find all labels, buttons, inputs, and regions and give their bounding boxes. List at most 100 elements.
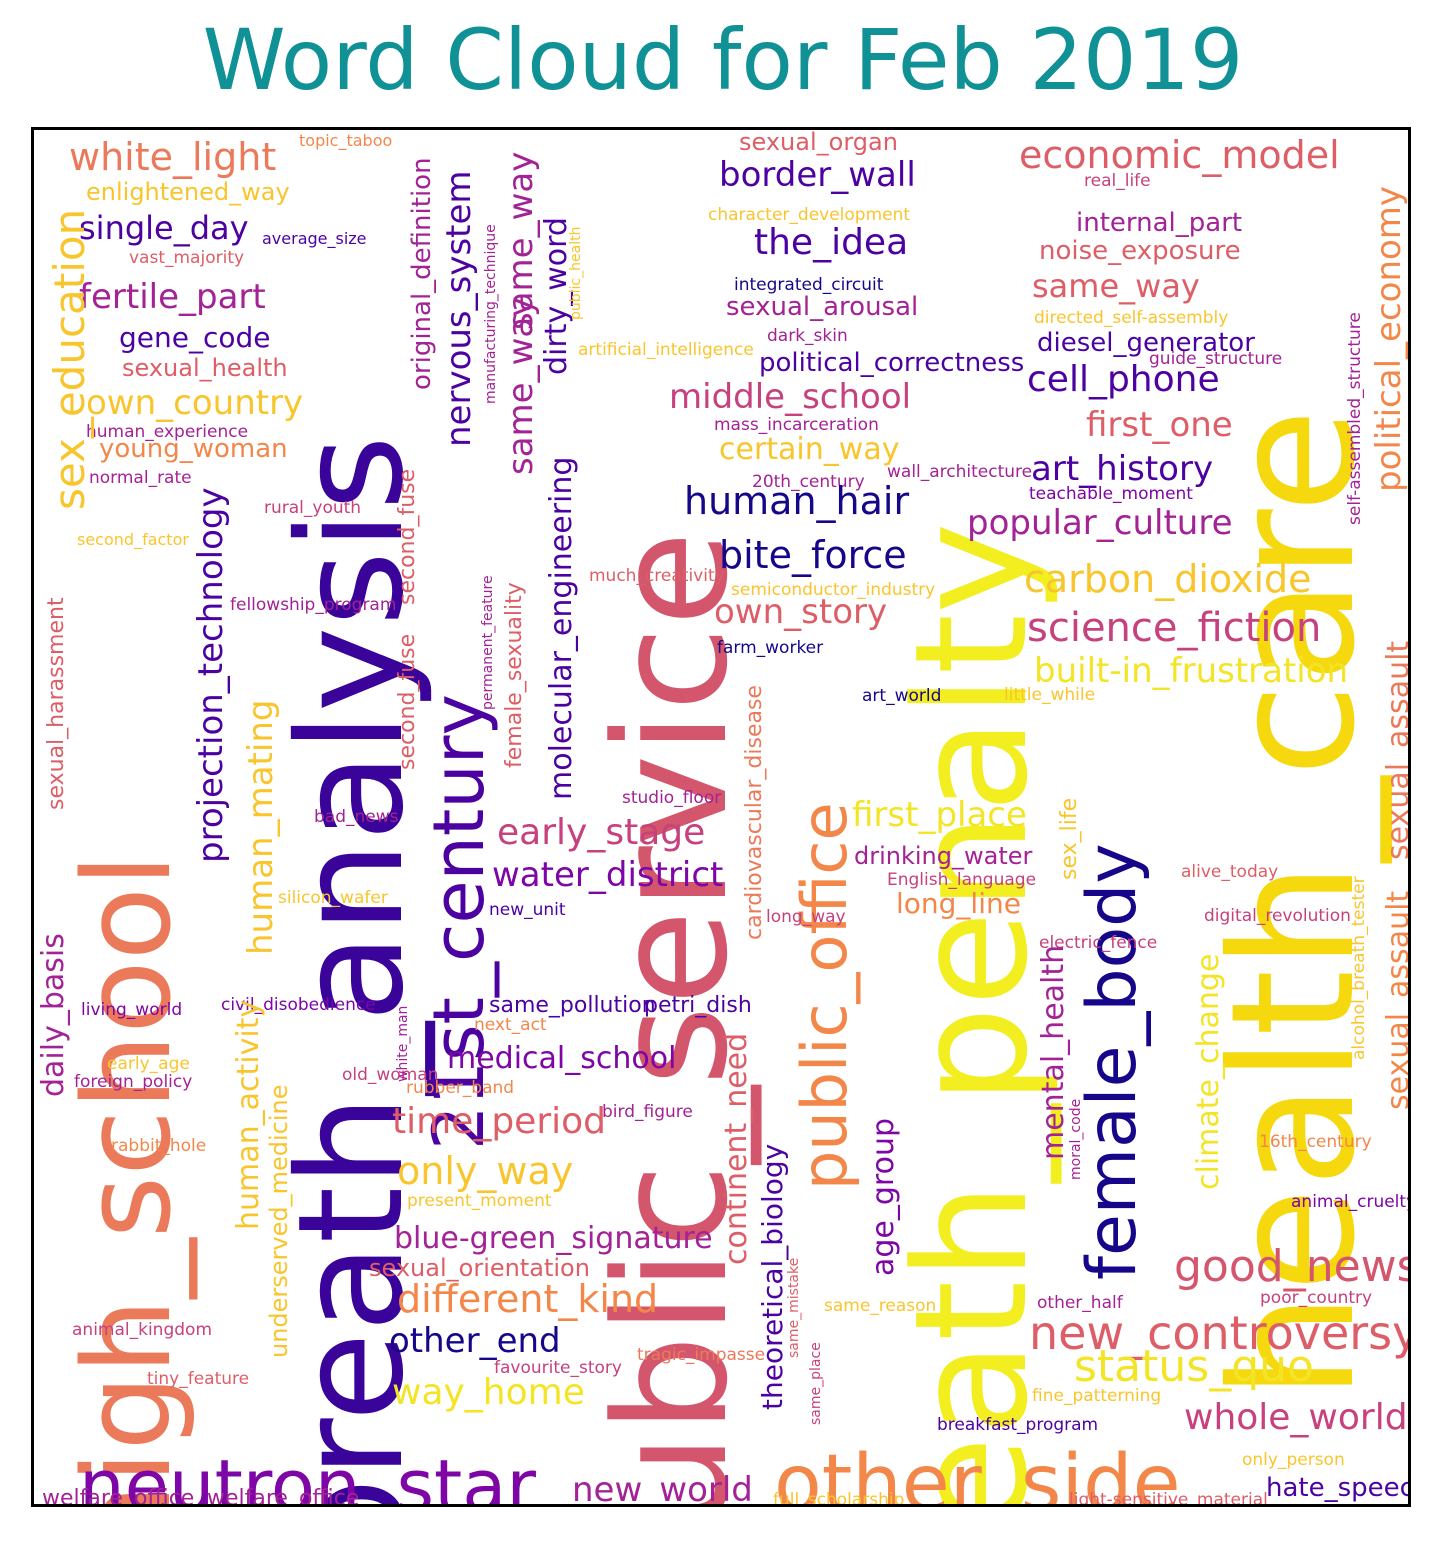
word-poor-country: poor_country bbox=[1260, 1288, 1373, 1308]
word-public-office: public_office bbox=[788, 802, 861, 1190]
word-fellowship-program: fellowship_program bbox=[230, 595, 397, 615]
word-old-woman: old_woman bbox=[342, 1065, 439, 1085]
word-normal-rate: normal_rate bbox=[89, 468, 192, 488]
word-sexual-health: sexual_health bbox=[122, 354, 288, 382]
word-rabbit-hole: rabbit_hole bbox=[111, 1136, 207, 1156]
word-medical-school: medical_school bbox=[447, 1041, 677, 1076]
word-english-language: English_language bbox=[887, 870, 1037, 890]
word-nervous-system: nervous_system bbox=[439, 170, 479, 447]
word-high-school: high_school bbox=[59, 853, 198, 1507]
word-first-place: first_place bbox=[852, 795, 1027, 835]
word-whole-world: whole_world bbox=[1184, 1397, 1408, 1438]
word-mental-health: mental_health bbox=[1036, 944, 1071, 1160]
word-sex-life: sex_life bbox=[1057, 797, 1082, 880]
word-artificial-intelligence: artificial_intelligence bbox=[578, 340, 754, 360]
word-same-reason: same_reason bbox=[824, 1296, 937, 1316]
word-certain-way: certain_way bbox=[719, 432, 900, 467]
word-internal-part: internal_part bbox=[1076, 208, 1243, 238]
word-female-sexuality: female_sexuality bbox=[502, 582, 527, 768]
word-living-world: living_world bbox=[81, 1000, 183, 1020]
word-welfare-office: welfare_office bbox=[42, 1486, 195, 1507]
word-cloud-area: health_care death_penalty public_service br… bbox=[31, 127, 1411, 1507]
word-20th-century: 20th_century bbox=[752, 472, 865, 492]
word-rubber-band: rubber_band bbox=[406, 1078, 515, 1098]
word-sexual-harassment: sexual_harassment bbox=[44, 597, 69, 810]
word-integrated-circuit: integrated_circuit bbox=[734, 275, 884, 295]
word-dark-skin: dark_skin bbox=[767, 326, 848, 346]
word-human-hair: human_hair bbox=[684, 479, 910, 523]
word-sexual-assault: sexual_assault bbox=[1381, 640, 1411, 860]
word-carbon-dioxide: carbon_dioxide bbox=[1024, 557, 1312, 601]
word-tiny-feature: tiny_feature bbox=[147, 1369, 250, 1389]
word-new-world: new_world bbox=[572, 1470, 753, 1507]
word-continent-need: continent_need bbox=[719, 1032, 754, 1265]
word-status-quo: status_quo bbox=[1074, 1341, 1314, 1392]
word-white-light: white_light bbox=[69, 135, 277, 179]
word-full-scholarship: full_scholarship bbox=[773, 1490, 905, 1507]
word-much-creativity: much_creativity bbox=[589, 566, 725, 586]
word-second-fuse: second_fuse bbox=[395, 468, 420, 605]
word-long-line: long_line bbox=[896, 887, 1021, 920]
word-blue-green-signature: blue-green_signature bbox=[394, 1221, 713, 1256]
word-sexual-arousal: sexual_arousal bbox=[726, 292, 919, 322]
word-sexual-orientation: sexual_orientation bbox=[369, 1254, 590, 1282]
word-early-stage: early_stage bbox=[497, 812, 706, 853]
word-economic-model: economic_model bbox=[1019, 133, 1340, 177]
word-only-person: only_person bbox=[1242, 1450, 1345, 1470]
word-teachable-moment: teachable_moment bbox=[1029, 484, 1193, 504]
word-original-definition: original_definition bbox=[407, 157, 437, 390]
word-vast-majority: vast_majority bbox=[129, 248, 245, 268]
word-16th-century: 16th_century bbox=[1259, 1132, 1372, 1152]
word-public-health: public_health bbox=[568, 226, 584, 320]
word-sexual-assault: sexual_assault bbox=[1381, 890, 1411, 1110]
word-real-life: real_life bbox=[1084, 171, 1151, 191]
word-single-day: single_day bbox=[79, 209, 249, 247]
word-same-mistake: same_mistake bbox=[786, 1257, 802, 1358]
word-underserved-medicine: underserved_medicine bbox=[265, 1084, 293, 1358]
word-age-group: age_group bbox=[866, 1117, 901, 1276]
word-moral-code: moral_code bbox=[1068, 1098, 1084, 1180]
word-civil-disobedience: civil_disobedience bbox=[221, 995, 376, 1015]
word-climate-change: climate_change bbox=[1191, 953, 1226, 1190]
word-animal-kingdom: animal_kingdom bbox=[72, 1320, 213, 1340]
word-projection-technology: projection_technology bbox=[191, 487, 231, 863]
word-noise-exposure: noise_exposure bbox=[1039, 236, 1241, 266]
word-art-world: art_world bbox=[862, 686, 942, 706]
word-white-man: white_man bbox=[395, 1005, 411, 1082]
word-gene-code: gene_code bbox=[119, 321, 271, 354]
word-breakfast-program: breakfast_program bbox=[937, 1415, 1099, 1435]
word-drinking-water: drinking_water bbox=[854, 842, 1033, 870]
word-manufacturing-technique: manufacturing_technique bbox=[483, 224, 499, 404]
word-light-sensitive-material: light-sensitive_material bbox=[1069, 1490, 1268, 1507]
word-little-while: little_while bbox=[1004, 685, 1096, 705]
word-fine-patterning: fine_patterning bbox=[1032, 1386, 1162, 1406]
word-directed-self-assembly: directed_self-assembly bbox=[1034, 308, 1229, 328]
word-bad-news: bad_news bbox=[314, 807, 399, 827]
word-tragic-impasse: tragic_impasse bbox=[637, 1345, 766, 1365]
word-border-wall: border_wall bbox=[719, 155, 916, 195]
word-first-one: first_one bbox=[1086, 405, 1233, 445]
word-farm-worker: farm_worker bbox=[717, 638, 824, 658]
word-mass-incarceration: mass_incarceration bbox=[714, 415, 879, 435]
word-cardiovascular-disease: cardiovascular_disease bbox=[742, 685, 767, 940]
word-human-experience: human_experience bbox=[86, 422, 249, 442]
word-wall-architecture: wall_architecture bbox=[887, 462, 1033, 482]
word-long-way: long_way bbox=[766, 907, 846, 927]
word-female-body: female_body bbox=[1073, 843, 1152, 1280]
word-diesel-generator: diesel_generator bbox=[1037, 328, 1255, 358]
word-only-way: only_way bbox=[397, 1149, 574, 1193]
word-own-story: own_story bbox=[714, 592, 888, 632]
word-present-moment: present_moment bbox=[407, 1191, 552, 1211]
word-permanent-feature: permanent_feature bbox=[480, 575, 496, 710]
word-fertile-part: fertile_part bbox=[79, 277, 266, 317]
word-human-mating: human_mating bbox=[241, 699, 281, 955]
word-early-age: early_age bbox=[107, 1054, 190, 1074]
word-topic-taboo: topic_taboo bbox=[299, 131, 393, 150]
word-self-assembled-structure: self-assembled_structure bbox=[1345, 312, 1365, 525]
word-petri-dish: petri_dish bbox=[644, 993, 752, 1018]
word-same-way: same_way bbox=[501, 151, 541, 330]
word-bite-force: bite_force bbox=[719, 533, 907, 577]
word-molecular-engineering: molecular_engineering bbox=[544, 456, 579, 800]
word-animal-cruelty: animal_cruelty bbox=[1291, 1192, 1411, 1212]
word-political-economy: political_economy bbox=[1369, 185, 1409, 492]
